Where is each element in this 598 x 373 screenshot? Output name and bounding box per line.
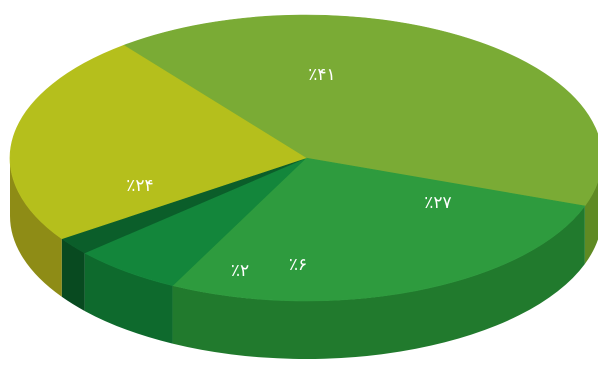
pie-side-3 (61, 238, 85, 311)
pie-side-2 (84, 252, 173, 344)
pie-labels: ٪۴۱ ٪۲۷ ٪۶ ٪۲ ٪۲۴ (126, 65, 451, 281)
pie-side-0 (584, 181, 598, 264)
pie-slice-label-4: ٪۲۴ (126, 176, 153, 196)
pie-slice-0 (123, 14, 598, 207)
pie-slice-label-2: ٪۶ (289, 255, 307, 275)
pie-slice-4 (9, 44, 307, 240)
pie-slice-label-0: ٪۴۱ (308, 65, 335, 85)
pie-side-1 (172, 205, 585, 359)
pie-slice-label-3: ٪۲ (231, 261, 249, 281)
pie-side-4 (10, 158, 62, 297)
pie-slice-1 (171, 157, 586, 302)
pie-tops (9, 14, 598, 302)
pie-slice-label-1: ٪۲۷ (424, 193, 451, 213)
pie-sides (10, 158, 598, 359)
